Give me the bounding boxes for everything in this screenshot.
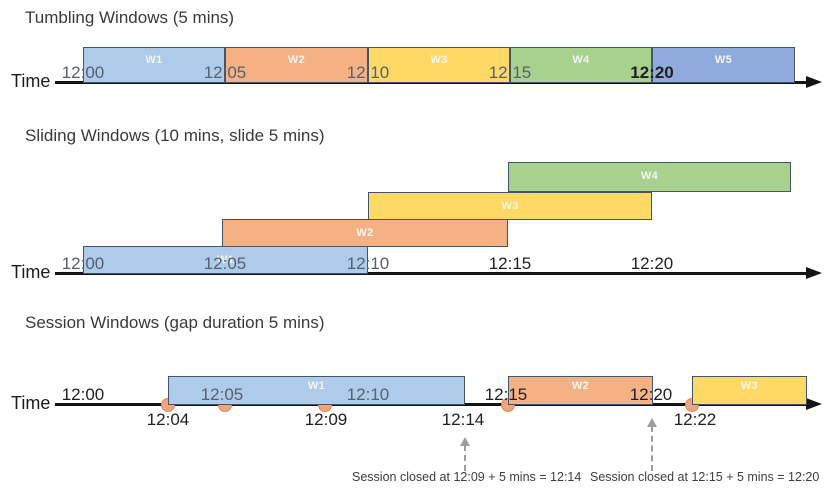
window-w3-tumbling: W3 <box>368 47 510 83</box>
window-label: W1 <box>307 380 326 392</box>
arrow-shaft <box>464 445 466 471</box>
tick-label: 12:10 <box>346 63 390 82</box>
time-axis-label-tumbling: Time <box>11 71 51 91</box>
window-label: W2 <box>571 380 590 392</box>
tumbling-windows-title: Tumbling Windows (5 mins) <box>25 8 235 27</box>
window-label: W4 <box>640 170 659 182</box>
window-w1-sliding: W1 <box>83 246 368 274</box>
event-time-label: 12:14 <box>441 410 485 429</box>
arrow-shaft <box>651 426 653 471</box>
window-w1-tumbling: W1 <box>83 47 225 83</box>
axis-arrowhead-icon-sliding <box>806 267 822 279</box>
window-label: W1 <box>145 54 163 66</box>
tick-label: 12:15 <box>484 385 528 404</box>
tick-label: 12:00 <box>61 254 105 273</box>
window-w2-sliding: W2 <box>222 219 508 247</box>
window-w1-session: W1 <box>168 376 465 405</box>
window-w4-sliding: W4 <box>508 162 791 192</box>
session-windows-title: Session Windows (gap duration 5 mins) <box>25 313 325 332</box>
sliding-windows-title: Sliding Windows (10 mins, slide 5 mins) <box>25 126 325 145</box>
event-time-label: 12:04 <box>146 410 190 429</box>
window-w3-sliding: W3 <box>368 192 652 220</box>
window-w3-session: W3 <box>692 376 807 405</box>
tick-label: 12:10 <box>346 385 390 404</box>
window-label: W2 <box>287 54 306 66</box>
window-w5-tumbling: W5 <box>652 47 795 83</box>
tick-label: 12:20 <box>630 63 674 82</box>
session-closed-caption: Session closed at 12:09 + 5 mins = 12:14 <box>352 470 582 484</box>
event-time-label: 12:22 <box>673 410 717 429</box>
axis-arrowhead-icon-tumbling <box>806 76 822 88</box>
window-label: W2 <box>356 227 374 239</box>
event-time-label: 12:09 <box>304 410 348 429</box>
window-label: W3 <box>740 380 759 392</box>
window-label: W3 <box>501 200 519 212</box>
axis-arrowhead-icon-session <box>806 398 822 410</box>
window-label: W4 <box>572 54 590 66</box>
time-axis-sliding <box>55 272 806 275</box>
session-closed-caption: Session closed at 12:15 + 5 mins = 12:20 <box>590 470 820 484</box>
tick-label: 12:00 <box>61 385 105 404</box>
time-axis-label-sliding: Time <box>11 262 51 282</box>
arrow-head-icon <box>647 418 657 427</box>
tick-label: 12:05 <box>203 254 247 273</box>
time-axis-label-session: Time <box>11 393 51 413</box>
tick-label: 12:05 <box>200 385 244 404</box>
tick-label: 12:15 <box>488 254 532 273</box>
tick-label: 12:20 <box>630 254 674 273</box>
arrow-head-icon <box>460 437 470 446</box>
tick-label: 12:10 <box>346 254 390 273</box>
window-label: W5 <box>714 54 733 66</box>
window-label: W1 <box>216 254 235 266</box>
tick-label: 12:00 <box>61 63 105 82</box>
tick-label: 12:15 <box>488 63 532 82</box>
window-w2-session: W2 <box>508 376 653 405</box>
window-label: W3 <box>430 54 448 66</box>
tick-label: 12:20 <box>629 385 673 404</box>
window-w2-tumbling: W2 <box>225 47 368 83</box>
tick-label: 12:05 <box>203 63 247 82</box>
window-w4-tumbling: W4 <box>510 47 652 83</box>
